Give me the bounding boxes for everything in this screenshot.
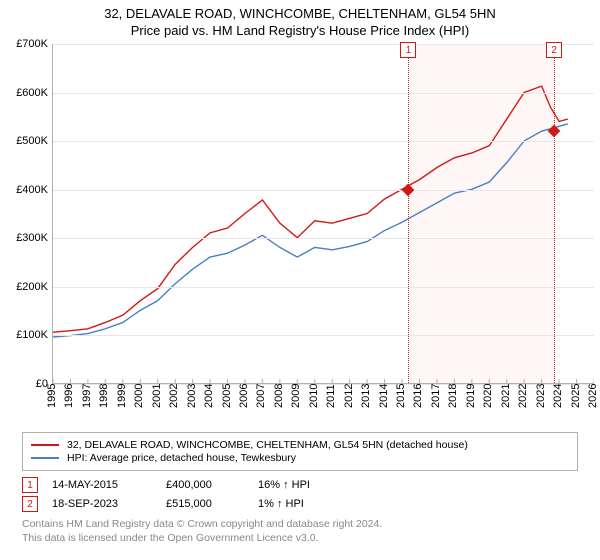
legend: 32, DELAVALE ROAD, WINCHCOMBE, CHELTENHA… [22,432,578,471]
chart-lines [53,44,594,383]
event-row: 2 18-SEP-2023 £515,000 1% ↑ HPI [22,496,578,512]
y-tick-label: £400K [16,184,48,196]
chart-area: £0£100K£200K£300K£400K£500K£600K£700K 12… [6,44,594,424]
y-tick-label: £700K [16,38,48,50]
marker-box: 2 [546,42,562,58]
event-price: £400,000 [166,479,244,491]
gridline [53,190,594,191]
legend-swatch [31,457,59,459]
gridline [53,141,594,142]
legend-swatch [31,444,59,446]
event-badge: 2 [22,496,38,512]
y-tick-label: £200K [16,281,48,293]
footer: Contains HM Land Registry data © Crown c… [22,518,578,545]
legend-label: 32, DELAVALE ROAD, WINCHCOMBE, CHELTENHA… [67,439,468,451]
event-badge-num: 1 [27,480,33,491]
y-tick-label: £100K [16,329,48,341]
event-date: 18-SEP-2023 [52,498,152,510]
event-date: 14-MAY-2015 [52,479,152,491]
footer-line1: Contains HM Land Registry data © Crown c… [22,518,578,532]
gridline [53,287,594,288]
plot-region: 12 [52,44,594,384]
title-subtitle: Price paid vs. HM Land Registry's House … [0,23,600,38]
footer-line2: This data is licensed under the Open Gov… [22,532,578,546]
gridline [53,93,594,94]
x-tick-label: 2026 [587,384,600,408]
title-address: 32, DELAVALE ROAD, WINCHCOMBE, CHELTENHA… [0,6,600,21]
event-hpi: 16% ↑ HPI [258,479,348,491]
event-badge: 1 [22,477,38,493]
y-axis: £0£100K£200K£300K£400K£500K£600K£700K [6,44,52,384]
event-hpi: 1% ↑ HPI [258,498,348,510]
gridline [53,44,594,45]
event-row: 1 14-MAY-2015 £400,000 16% ↑ HPI [22,477,578,493]
event-price: £515,000 [166,498,244,510]
gridline [53,238,594,239]
y-tick-label: £500K [16,135,48,147]
legend-label: HPI: Average price, detached house, Tewk… [67,452,296,464]
marker-line [408,44,409,383]
gridline [53,335,594,336]
legend-row: HPI: Average price, detached house, Tewk… [31,452,569,464]
root: 32, DELAVALE ROAD, WINCHCOMBE, CHELTENHA… [0,0,600,560]
marker-line [554,44,555,383]
x-axis: 1995199619971998199920002001200220032004… [52,384,594,424]
event-badge-num: 2 [27,499,33,510]
y-tick-label: £600K [16,87,48,99]
events: 1 14-MAY-2015 £400,000 16% ↑ HPI 2 18-SE… [22,477,578,512]
marker-box: 1 [400,42,416,58]
title-block: 32, DELAVALE ROAD, WINCHCOMBE, CHELTENHA… [0,0,600,40]
legend-row: 32, DELAVALE ROAD, WINCHCOMBE, CHELTENHA… [31,439,569,451]
y-tick-label: £300K [16,232,48,244]
